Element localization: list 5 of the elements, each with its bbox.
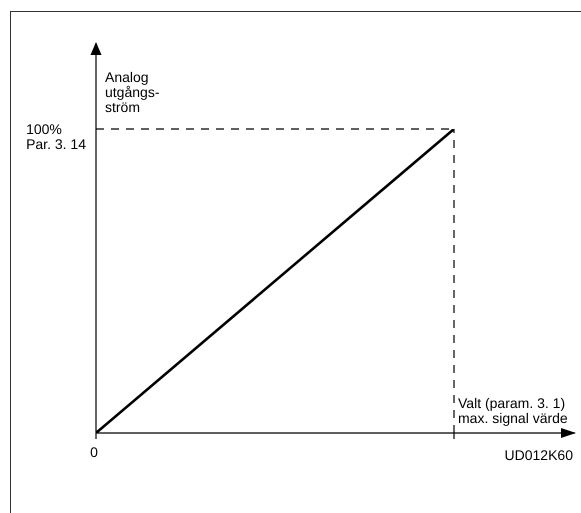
text: 0 xyxy=(90,444,98,460)
annotation: Valt (param. 3. 1) max. signal värde xyxy=(458,395,568,426)
text: UD012K60 xyxy=(504,447,573,463)
text: 100% Par. 3. 14 xyxy=(26,120,86,152)
y-axis-title: Analog utgångs- ström xyxy=(105,69,160,115)
